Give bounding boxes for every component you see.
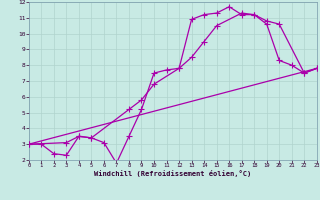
X-axis label: Windchill (Refroidissement éolien,°C): Windchill (Refroidissement éolien,°C) [94,170,252,177]
